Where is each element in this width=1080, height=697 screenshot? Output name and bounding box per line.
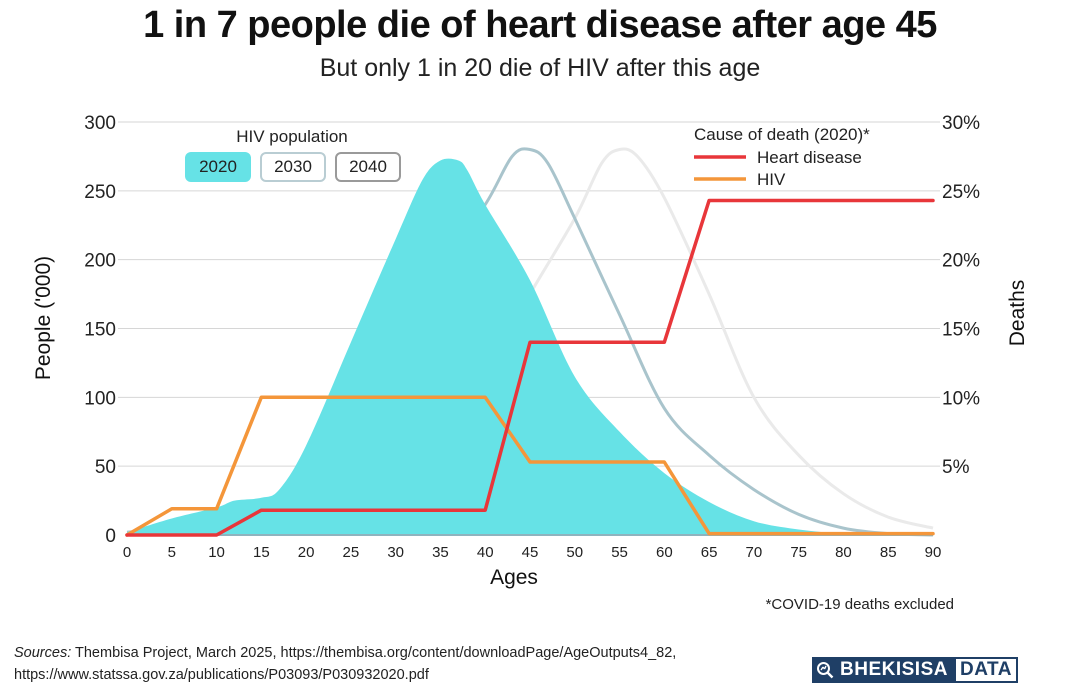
sources-label: Sources: (14, 645, 72, 661)
chart-title: 1 in 7 people die of heart disease after… (143, 4, 937, 46)
sources-line2: https://www.statssa.gov.za/publications/… (14, 667, 429, 683)
year-2040-label: 2040 (349, 157, 387, 176)
x-tick-25: 25 (343, 544, 360, 561)
covid-note: *COVID-19 deaths excluded (765, 596, 954, 613)
x-tick-75: 75 (790, 544, 807, 561)
y2-tick-5%: 5% (942, 457, 970, 478)
y2-tick-20%: 20% (942, 251, 980, 272)
death-line-heart-disease (125, 198, 935, 537)
x-tick-55: 55 (611, 544, 628, 561)
x-tick-90: 90 (925, 544, 942, 561)
y2-tick-30%: 30% (942, 113, 980, 134)
x-tick-15: 15 (253, 544, 270, 561)
hiv-population-legend-title: HIV population (236, 127, 348, 146)
death-line-hiv (125, 395, 935, 537)
year-2020-label: 2020 (199, 157, 237, 176)
y-axis-title: People ('000) (32, 256, 55, 380)
y-axis-ticks: 0 50 100 150 200 250 300 (84, 113, 116, 547)
y2-tick-10%: 10% (942, 388, 980, 409)
logo-secondary: DATA (953, 657, 1018, 683)
x-tick-70: 70 (746, 544, 763, 561)
year-2030-button[interactable]: 2030 (260, 152, 326, 182)
x-tick-20: 20 (298, 544, 315, 561)
bhekisisa-data-logo: BHEKISISA DATA (812, 657, 1066, 683)
x-tick-45: 45 (522, 544, 539, 561)
y2-tick-15%: 15% (942, 320, 980, 341)
year-2040-button[interactable]: 2040 (335, 152, 401, 182)
cause-of-death-legend-title: Cause of death (2020)* (694, 125, 870, 144)
legend-label-heart: Heart disease (757, 148, 862, 167)
y-tick-150: 150 (84, 320, 116, 341)
y-tick-200: 200 (84, 251, 116, 272)
sources: Sources: Thembisa Project, March 2025, h… (14, 642, 676, 686)
y-tick-250: 250 (84, 182, 116, 203)
x-tick-50: 50 (566, 544, 583, 561)
y-tick-300: 300 (84, 113, 116, 134)
x-tick-35: 35 (432, 544, 449, 561)
sources-line1: Thembisa Project, March 2025, https://th… (71, 645, 677, 661)
logo-text-bhekisisa: BHEKISISA (840, 659, 948, 680)
x-tick-10: 10 (208, 544, 225, 561)
year-2030-label: 2030 (274, 157, 312, 176)
logo-text-data: DATA (959, 659, 1012, 680)
x-tick-30: 30 (387, 544, 404, 561)
x-tick-65: 65 (701, 544, 718, 561)
y2-axis-ticks: 5% 10% 15% 20% 25% 30% (942, 113, 980, 478)
death-lines (125, 198, 935, 537)
chart-subtitle: But only 1 in 20 die of HIV after this a… (319, 54, 761, 82)
legend-label-hiv: HIV (757, 170, 786, 189)
x-tick-40: 40 (477, 544, 494, 561)
y2-axis-title: Deaths (1006, 280, 1029, 347)
logo-primary: BHEKISISA (812, 657, 954, 683)
x-axis-title: Ages (490, 566, 538, 589)
x-tick-85: 85 (880, 544, 897, 561)
y-tick-0: 0 (105, 526, 116, 547)
y2-tick-25%: 25% (942, 182, 980, 203)
y-tick-100: 100 (84, 388, 116, 409)
y-tick-50: 50 (95, 457, 116, 478)
x-tick-80: 80 (835, 544, 852, 561)
magnifier-icon (817, 662, 834, 679)
x-tick-60: 60 (656, 544, 673, 561)
year-2020-button[interactable]: 2020 (185, 152, 251, 182)
x-tick-5: 5 (168, 544, 176, 561)
x-axis-ticks: 0 5 10 15 20 25 30 35 40 45 50 55 60 65 70 75 80 85 90 (123, 544, 942, 561)
x-tick-0: 0 (123, 544, 131, 561)
